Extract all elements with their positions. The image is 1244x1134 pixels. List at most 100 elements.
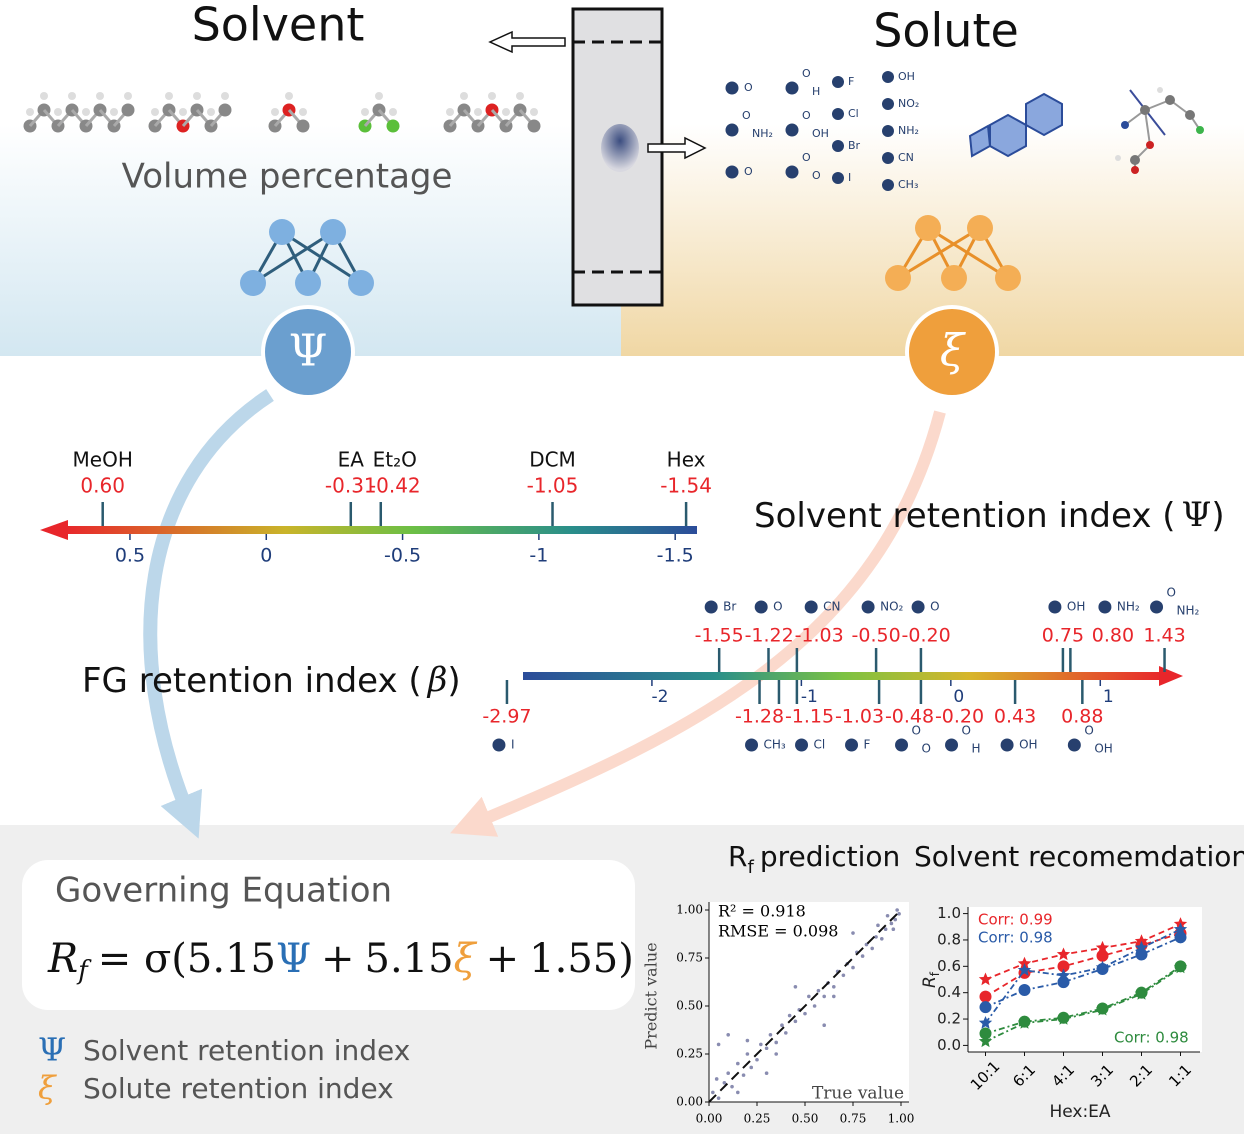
value-label: -1.28 — [735, 706, 784, 728]
y-axis-label-sub: f — [928, 971, 942, 976]
axis-title: FG retention index (β) — [82, 660, 461, 701]
eq-xi: ξ — [454, 936, 478, 982]
point — [1057, 960, 1070, 973]
group-dot — [492, 738, 506, 752]
atom — [386, 119, 400, 133]
value-label: 0.60 — [80, 474, 125, 498]
group-label: O — [812, 169, 821, 182]
group-dot — [832, 108, 844, 120]
group-label: O — [802, 67, 811, 80]
group-dot — [1000, 738, 1014, 752]
equation: Rf = σ(5.15Ψ +5.15ξ +1.55) — [47, 936, 634, 986]
point — [851, 965, 855, 970]
hydrogen — [271, 108, 279, 116]
legend-text: Solvent retention index — [83, 1034, 410, 1067]
group-dot — [832, 76, 844, 88]
atom — [527, 119, 541, 133]
series-line — [985, 932, 1181, 998]
point — [870, 946, 874, 951]
group-label: O — [802, 151, 811, 164]
group-dot — [804, 600, 818, 614]
point — [741, 1073, 746, 1077]
point — [784, 1031, 788, 1035]
group-dot — [1098, 600, 1112, 614]
solute-title: Solute — [873, 4, 1019, 58]
hydrogen — [516, 92, 524, 100]
point — [755, 1057, 759, 1062]
point — [1096, 949, 1109, 962]
group-dot — [911, 600, 925, 614]
x-axis-label: True value — [812, 1084, 904, 1104]
point — [793, 1019, 798, 1024]
group-label: O — [744, 165, 753, 178]
point — [979, 1027, 992, 1040]
value-label: -0.20 — [902, 625, 951, 647]
point — [759, 1042, 763, 1047]
point — [851, 931, 855, 935]
solvent-flow-arrow — [143, 389, 274, 839]
star-point — [1173, 922, 1188, 936]
x-tick-label: 0.00 — [696, 1112, 723, 1126]
group-label: CN — [823, 600, 840, 614]
group-label: NO₂ — [880, 600, 903, 614]
group-dot — [785, 81, 799, 95]
group-label: NH₂ — [752, 127, 773, 140]
group-dot — [745, 738, 759, 752]
point — [812, 1004, 817, 1008]
group-label: O — [1167, 586, 1176, 600]
point — [780, 1023, 784, 1027]
y-axis-label-main: R — [920, 976, 940, 988]
solvent-molecules — [23, 92, 541, 133]
axis-title-close: ) — [1211, 496, 1224, 536]
solvent-name: EA — [338, 448, 365, 472]
annotation: R² = 0.918 — [718, 902, 806, 921]
hydrogen — [375, 92, 383, 100]
tick-label: -2 — [651, 687, 668, 707]
group-dot — [882, 71, 894, 83]
group-dot — [832, 172, 844, 184]
group-label: I — [511, 738, 515, 752]
y-tick-label: 0.6 — [937, 957, 961, 975]
hydrogen — [474, 108, 482, 116]
tick-label: -0.5 — [384, 545, 421, 567]
group-dot — [725, 165, 739, 179]
point — [714, 1077, 719, 1081]
star-point — [978, 1016, 993, 1029]
point — [816, 988, 821, 993]
group-dot — [882, 179, 894, 191]
group-label: Br — [848, 139, 861, 152]
solvent-symbol: Ψ — [289, 326, 328, 377]
hydrogen — [68, 92, 76, 100]
value-label: 0.43 — [994, 706, 1036, 728]
x-tick-label: 0.50 — [792, 1112, 819, 1126]
point — [897, 912, 901, 916]
axis-arrow — [1159, 666, 1183, 686]
reference-line — [708, 909, 902, 1103]
group-label: Br — [723, 600, 736, 614]
chart-title-rest: prediction — [760, 840, 900, 873]
hydrogen — [460, 92, 468, 100]
group-dot — [785, 165, 799, 179]
tick-label: 0 — [260, 545, 272, 567]
point — [841, 973, 846, 978]
chart-title: Solvent recomemdation — [914, 840, 1244, 873]
y-tick-label: 0.2 — [937, 1010, 961, 1028]
point — [793, 985, 798, 989]
star-point — [1134, 934, 1149, 947]
point — [832, 994, 836, 999]
chart-title: Rf prediction — [728, 840, 900, 878]
value-label: -0.48 — [885, 706, 934, 728]
legend-symbol: Ψ — [38, 1031, 66, 1069]
value-label: -1.03 — [795, 625, 844, 647]
hydrogen — [502, 108, 510, 116]
annotation: Corr: 0.99 — [978, 911, 1053, 929]
axis-arrow — [40, 520, 68, 540]
value-label: 1.43 — [1143, 625, 1185, 647]
legend-symbol: ξ — [38, 1069, 57, 1107]
star-point — [1017, 956, 1032, 970]
group-label: Cl — [814, 738, 826, 752]
point — [893, 917, 898, 922]
point — [883, 927, 888, 931]
x-axis-label: Hex:EA — [1049, 1102, 1110, 1122]
group-label: O — [1084, 724, 1093, 738]
